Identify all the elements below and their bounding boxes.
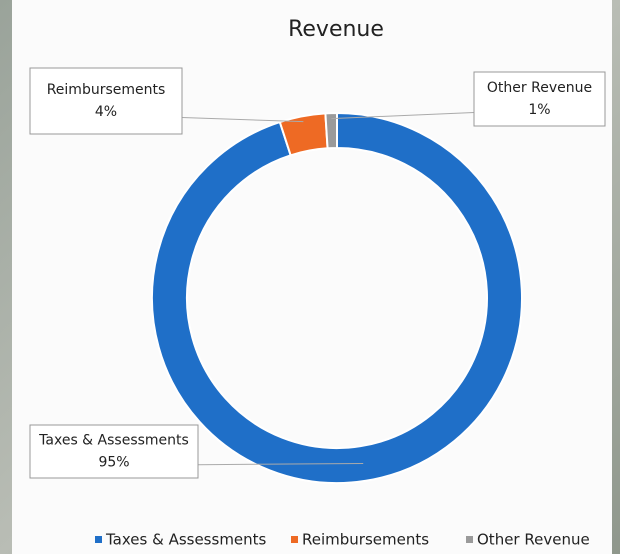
data-label-name: Other Revenue [487,80,592,96]
data-label-box [473,71,606,127]
legend-label: Reimbursements [302,531,429,549]
legend-swatch [291,536,298,543]
data-label-value: 4% [95,104,117,120]
leader-line [331,112,475,120]
leader-line [181,117,304,123]
data-label-value: 1% [528,102,550,118]
data-label-box [29,67,183,135]
donut-segment [324,111,338,150]
legend-swatch [95,536,102,543]
chart-title: Revenue [288,17,384,42]
data-label-value: 95% [98,455,129,471]
leader-line [197,462,364,466]
data-label-name: Reimbursements [47,82,166,98]
data-label-name: Taxes & Assessments [38,433,189,449]
legend-label: Taxes & Assessments [105,531,267,549]
donut-segment [151,111,523,484]
data-label-box [29,424,199,479]
legend-swatch [466,536,473,543]
legend-label: Other Revenue [477,531,590,549]
